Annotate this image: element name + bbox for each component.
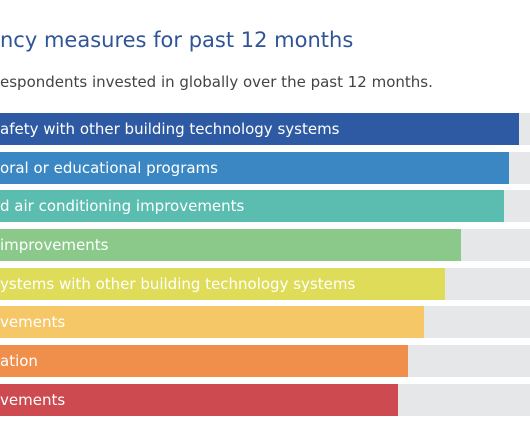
bar-label: vements — [0, 313, 66, 332]
bar-chart-area: afety with other building technology sys… — [0, 113, 530, 423]
chart-title: ncy measures for past 12 months — [0, 28, 354, 52]
bar-row: afety with other building technology sys… — [0, 113, 530, 145]
bar — [0, 229, 462, 262]
bar-label: vements — [0, 390, 66, 409]
bar-row: ation — [0, 345, 530, 378]
bar-row: oral or educational programs — [0, 151, 530, 184]
bar-label: d air conditioning improvements — [0, 197, 245, 216]
bar — [0, 267, 446, 300]
bar — [0, 190, 504, 223]
bar-label: improvements — [0, 236, 109, 255]
bar — [0, 113, 520, 145]
bar-row: d air conditioning improvements — [0, 190, 530, 223]
bar-label: ation — [0, 352, 38, 371]
bar-row: vements — [0, 383, 530, 416]
bar-row: vements — [0, 306, 530, 339]
bar-row: improvements — [0, 229, 530, 262]
bar — [0, 306, 424, 339]
bar-label: ystems with other building technology sy… — [0, 274, 356, 293]
chart-subtitle: espondents invested in globally over the… — [0, 73, 433, 91]
bar — [0, 345, 409, 378]
bar-label: afety with other building technology sys… — [0, 120, 340, 138]
bar — [0, 151, 509, 184]
bar — [0, 383, 398, 416]
bar-row: ystems with other building technology sy… — [0, 267, 530, 300]
bar-label: oral or educational programs — [0, 158, 218, 177]
